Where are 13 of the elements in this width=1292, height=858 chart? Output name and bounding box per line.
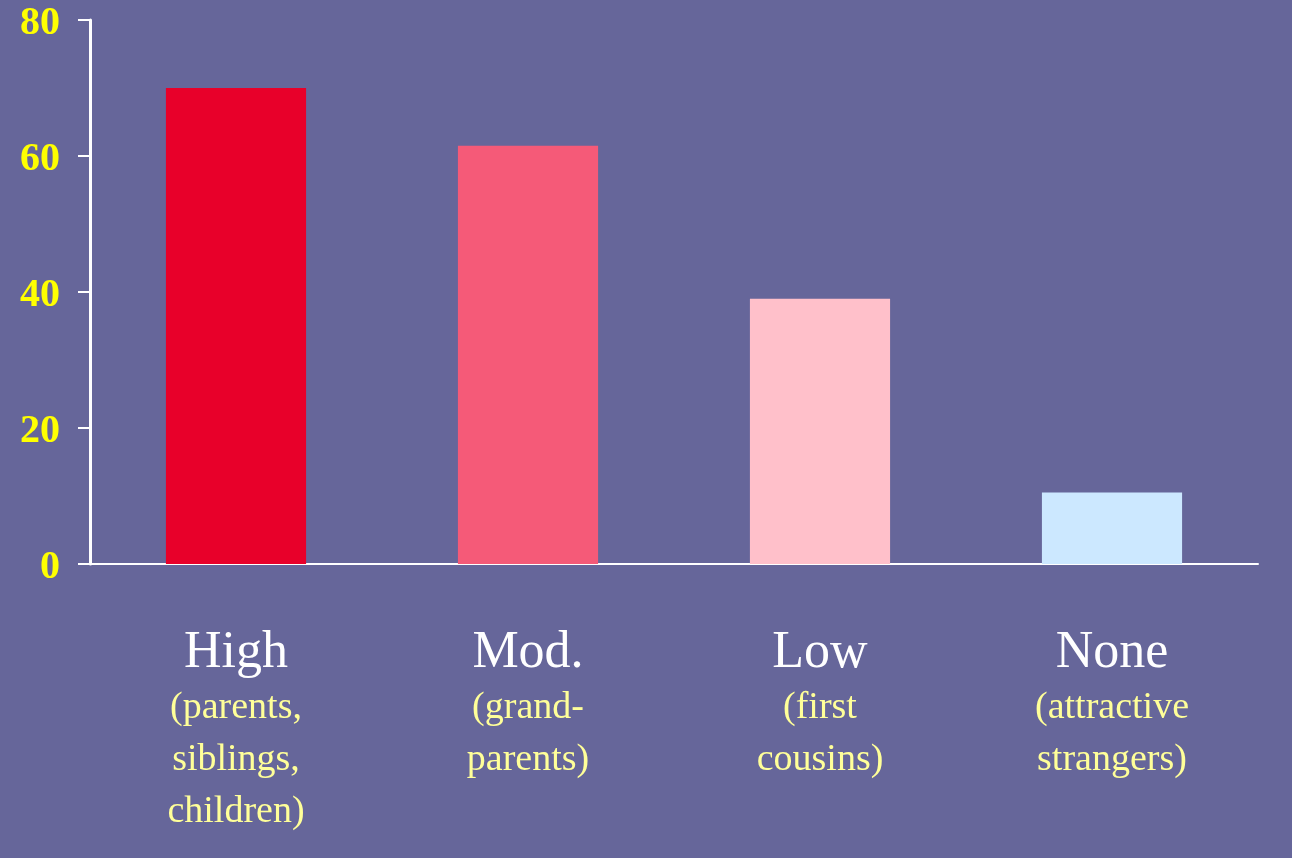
x-tick-label: Mod. (grand- parents) [466, 620, 590, 779]
y-tick-label: 80 [20, 0, 60, 43]
x-tick-label: None (attractive strangers) [1034, 620, 1190, 779]
y-tick-label: 0 [40, 541, 60, 587]
bar [457, 145, 599, 564]
bar [749, 298, 891, 564]
bar [1041, 492, 1183, 564]
y-tick-label: 20 [20, 405, 60, 451]
bar [165, 88, 307, 564]
y-tick-label: 40 [20, 269, 60, 315]
x-tick-label: High (parents, siblings, children) [167, 620, 305, 831]
y-tick-label: 60 [20, 133, 60, 179]
x-tick-label: Low (first cousins) [756, 620, 884, 779]
